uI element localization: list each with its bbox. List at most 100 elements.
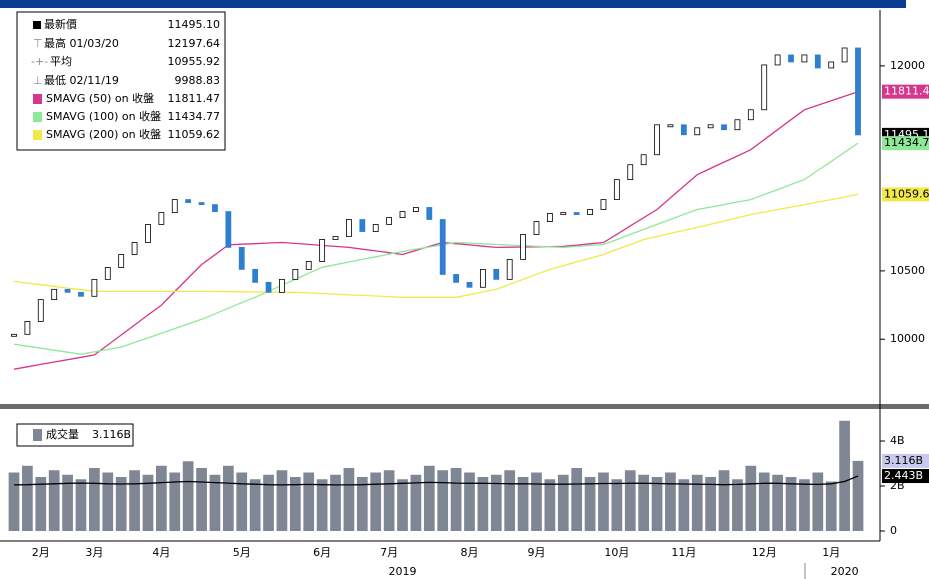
candle [279,278,285,293]
candle [171,199,178,213]
candle [372,224,379,232]
candle [104,267,111,280]
candle [131,242,138,255]
volume-bar [75,479,87,531]
legend-value: 3.116B [92,428,131,441]
top-bar [0,0,906,8]
volume-legend: 成交量 3.116B [16,423,134,447]
candle [386,217,393,225]
volume-bar [772,474,783,531]
volume-bar [276,470,288,531]
candle [64,288,71,293]
volume-bar [638,474,650,531]
candle [654,124,660,156]
volume-bar [35,477,47,531]
candle [747,109,754,121]
value-tag [882,453,929,468]
x-tick-label: 1月 [822,546,840,559]
year-label: 2019 [389,565,417,578]
legend-value: 11811.47 [168,92,221,105]
candle [359,219,366,232]
volume-bar [504,470,516,531]
value-tag-label: 11059.6 [884,187,929,200]
legend-label: 平均 [50,55,72,68]
candle [788,54,794,63]
candle [613,179,620,200]
y-tick-label: 4B [890,434,905,447]
candle [426,207,433,220]
sma-legend: SMAVG (50) on 收盤 11811.47 SMAVG (100) on 收… [33,91,220,141]
candle [466,281,473,288]
x-tick-label: 2月 [32,546,50,559]
candle [520,234,526,260]
candle [158,212,165,225]
volume-bar [477,477,489,531]
candle [413,207,419,212]
volume-bar [236,472,248,531]
legend-box [16,423,134,447]
volume-bar [356,477,368,531]
volume-bar [705,477,716,531]
candle [828,61,835,69]
candle [546,213,553,222]
volume-bar [437,470,449,531]
volume-bar [531,472,542,531]
volume-bar [196,468,207,531]
panel-separator [0,404,929,409]
candle [145,224,151,243]
plot [8,47,864,531]
volume-bar [584,477,596,531]
candle [761,64,768,111]
candle [305,261,312,270]
volume-bar [48,470,60,531]
candle [332,236,339,240]
value-tag [882,469,929,484]
volume-bar [383,470,395,531]
price-legend: 最新價 11495.10 ⊤ 最高 01/03/20 12197.64 -+- … [16,11,226,151]
volume-bar [22,465,33,531]
legend-label: SMAVG (50) on 收盤 [46,91,154,105]
y-tick-label: 12000 [890,59,925,72]
candle [841,47,848,63]
candle [506,259,513,280]
legend-label: SMAVG (100) on 收盤 [46,109,161,123]
line [13,142,859,355]
volume-bar [611,479,623,531]
volume-bar [343,468,355,531]
volume-bar [115,477,127,531]
candle [453,274,459,283]
volume-bar [222,465,234,531]
candle [346,219,352,237]
swatch [33,112,42,122]
volume-bar [678,479,690,531]
icon: ⊥ [33,74,43,87]
volume-bar [62,474,73,531]
line [13,193,859,298]
legend-label: 最低 02/11/19 [44,74,119,87]
volume-bar [490,474,502,531]
candle [439,219,446,275]
icon: ⊤ [33,37,43,50]
x-tick-label: 11月 [671,546,696,559]
candle [51,288,58,300]
candle [225,211,232,248]
candle [640,154,647,166]
volume-bar [89,468,100,531]
candle [78,291,84,297]
candle [573,212,580,215]
y-tick-label: 10500 [890,264,925,277]
line [13,475,859,486]
x-tick-label: 6月 [313,546,331,559]
volume-bar [571,468,583,531]
legend-label: 最高 01/03/20 [44,36,119,50]
volume-bar [249,479,261,531]
legend-value: 10955.92 [168,55,221,68]
candle [319,239,326,262]
volume-bar [169,472,181,531]
swatch [33,21,41,29]
legend-value: 9988.83 [175,74,221,87]
swatch [33,429,42,441]
candle [292,268,299,280]
candle [185,199,192,203]
legend-label: 成交量 [46,427,79,441]
